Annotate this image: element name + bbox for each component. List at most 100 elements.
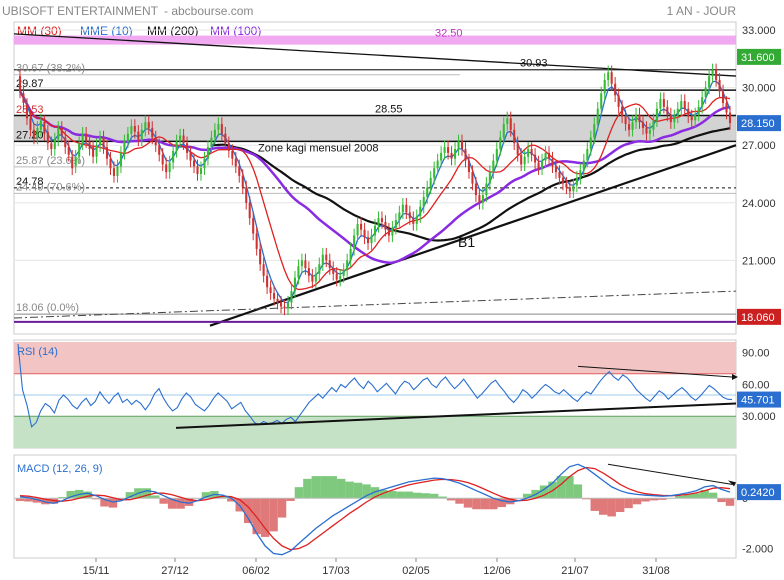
candle-body [349,248,352,261]
candle-body [394,220,397,228]
candle-body [231,150,234,159]
candle-body [234,158,237,167]
candle-body [220,124,223,134]
candle-body [422,197,425,207]
candle-body [144,122,147,130]
level-label: 30.67 (38.2%) [16,63,85,75]
macd-histogram-bar [91,498,101,500]
candle-body [259,248,262,265]
macd-tick-label: -2.000 [742,543,773,555]
candle-body [534,154,537,163]
candle-body [680,101,683,109]
candle-body [690,116,693,121]
candle-body [499,137,502,150]
macd-histogram-bar [421,493,430,499]
macd-histogram-bar [24,498,33,502]
macd-histogram-bar [396,491,405,499]
candle-body [199,168,203,174]
candle-body [262,264,265,276]
kagi-zone [14,115,736,142]
candle-body [722,91,725,103]
candle-body [565,183,568,188]
candle-body [78,143,81,157]
candle-body [520,154,523,165]
rsi-oversold-zone [14,416,736,448]
candle-body [74,156,77,167]
candle-body [18,76,22,92]
macd-histogram-bar [41,498,50,505]
candle-body [561,177,564,184]
macd-histogram-bar [328,476,337,499]
candle-body [210,137,213,148]
macd-histogram-bar [100,498,109,507]
candle-body [398,212,401,221]
candle-body [123,141,126,153]
level-label: 18.06 (0.0%) [16,302,79,314]
candle-body [175,141,178,151]
price-tick-label: 21.000 [742,255,776,267]
macd-histogram-bar [429,493,439,499]
candle-body [433,168,436,178]
macd-histogram-bar [455,498,464,504]
candle-body [440,152,443,161]
candle-body [25,104,28,119]
macd-histogram-bar [142,488,152,499]
macd-histogram-bar [632,498,642,505]
candle-body [151,127,154,138]
candle-body [697,106,700,115]
candle-body [728,112,732,124]
price-tick-label: 27.000 [742,140,776,152]
badge-rsi: 45.701 [741,395,775,407]
x-tick-label: 15/11 [83,565,110,577]
resistance-band [14,35,736,45]
x-tick-label: 27/12 [161,565,189,577]
macd-histogram-bar [472,498,481,510]
candle-body [137,131,140,140]
candle-body [436,160,439,169]
candle-body [46,131,49,144]
candle-body [370,235,373,244]
candle-body [447,147,450,153]
rsi-divergence-line [577,365,733,378]
level-label: 25.87 (23.6%) [16,155,85,167]
candle-body [112,168,116,176]
badge-18060: 18.060 [741,312,775,324]
macd-histogram-bar [522,493,532,499]
macd-histogram-bar [294,487,304,499]
rsi-layer: RSI (14) [14,342,738,448]
candle-body [105,147,109,159]
candle-body [88,141,91,150]
candle-body [669,114,672,123]
candle-body [373,225,377,236]
candle-body [704,87,707,98]
candle-body [241,175,244,188]
candle-body [551,158,554,167]
candle-body [638,114,641,123]
candle-body [450,152,453,159]
candle-body [405,204,408,213]
candle-body [516,143,519,155]
candle-body [203,158,206,169]
candle-body [213,129,216,138]
candle-body [297,266,300,278]
macd-histogram-bar [108,498,118,508]
candle-body [276,298,279,303]
macd-histogram-bar [125,492,135,499]
badge-31600-bg [737,48,781,65]
candle-body [238,166,241,176]
rsi-divergence-arrow [732,373,738,380]
x-tick-label: 12/06 [483,565,511,577]
level-label: 32.50 [435,28,463,40]
badge-31600: 31.600 [741,52,775,64]
candle-body [273,293,276,299]
candle-body [652,120,655,130]
macd-histogram-bar [658,498,667,500]
macd-histogram-bar [362,484,371,499]
candle-body [412,218,415,224]
chart-period: 1 AN - JOUR [667,4,737,18]
macd-histogram-bar [582,498,591,500]
macd-histogram-bar [708,492,718,499]
badge-macd: 0.2420 [741,487,775,499]
badge-last-price-bg [737,115,781,132]
